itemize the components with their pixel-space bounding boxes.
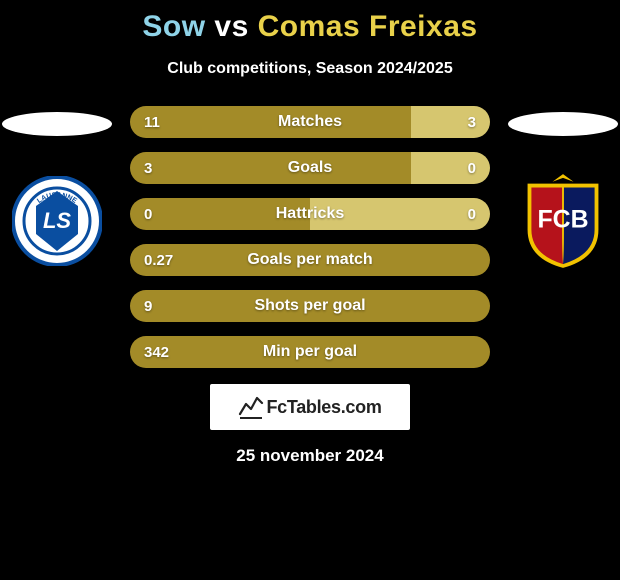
stat-value-left: 0 — [130, 206, 190, 223]
stat-label: Shots per goal — [190, 297, 430, 315]
stat-value-left: 3 — [130, 160, 190, 177]
stat-label: Goals — [190, 159, 430, 177]
player-silhouette-right — [508, 112, 618, 136]
stat-value-left: 11 — [130, 114, 190, 131]
subtitle: Club competitions, Season 2024/2025 — [0, 60, 620, 78]
left-side: LSLAUSANNE — [2, 106, 112, 266]
branding-badge: FcTables.com — [210, 384, 410, 430]
stat-row: 0Hattricks0 — [130, 198, 490, 230]
stat-value-left: 0.27 — [130, 252, 190, 269]
lausanne-sport-crest: LSLAUSANNE — [12, 176, 102, 266]
stat-row: 9Shots per goal — [130, 290, 490, 322]
comparison-main: LSLAUSANNE 11Matches33Goals00Hattricks00… — [0, 106, 620, 368]
stat-value-right: 0 — [430, 206, 490, 223]
branding-chart-icon — [238, 394, 264, 420]
stat-value-right: 3 — [430, 114, 490, 131]
title-player-left: Sow — [142, 10, 205, 43]
stat-value-left: 9 — [130, 298, 190, 315]
stat-label: Goals per match — [190, 251, 430, 269]
stat-label: Min per goal — [190, 343, 430, 361]
stat-row: 11Matches3 — [130, 106, 490, 138]
date-text: 25 november 2024 — [0, 446, 620, 466]
branding-text: FcTables.com — [266, 397, 381, 418]
stat-row: 342Min per goal — [130, 336, 490, 368]
right-side: FCB — [508, 106, 618, 266]
fc-basel-crest: FCB — [518, 176, 608, 266]
svg-text:FCB: FCB — [537, 206, 588, 234]
stat-value-right: 0 — [430, 160, 490, 177]
fc-basel-crest-icon: FCB — [518, 170, 608, 272]
title-player-right: Comas Freixas — [258, 10, 478, 43]
page-title: Sow vs Comas Freixas — [0, 10, 620, 44]
stats-list: 11Matches33Goals00Hattricks00.27Goals pe… — [130, 106, 490, 368]
stat-label: Matches — [190, 113, 430, 131]
player-silhouette-left — [2, 112, 112, 136]
stat-row: 3Goals0 — [130, 152, 490, 184]
stat-value-left: 342 — [130, 344, 190, 361]
stat-label: Hattricks — [190, 205, 430, 223]
title-vs: vs — [206, 10, 258, 43]
stat-row: 0.27Goals per match — [130, 244, 490, 276]
svg-text:LS: LS — [43, 208, 71, 233]
lausanne-sport-crest-icon: LSLAUSANNE — [12, 176, 102, 266]
